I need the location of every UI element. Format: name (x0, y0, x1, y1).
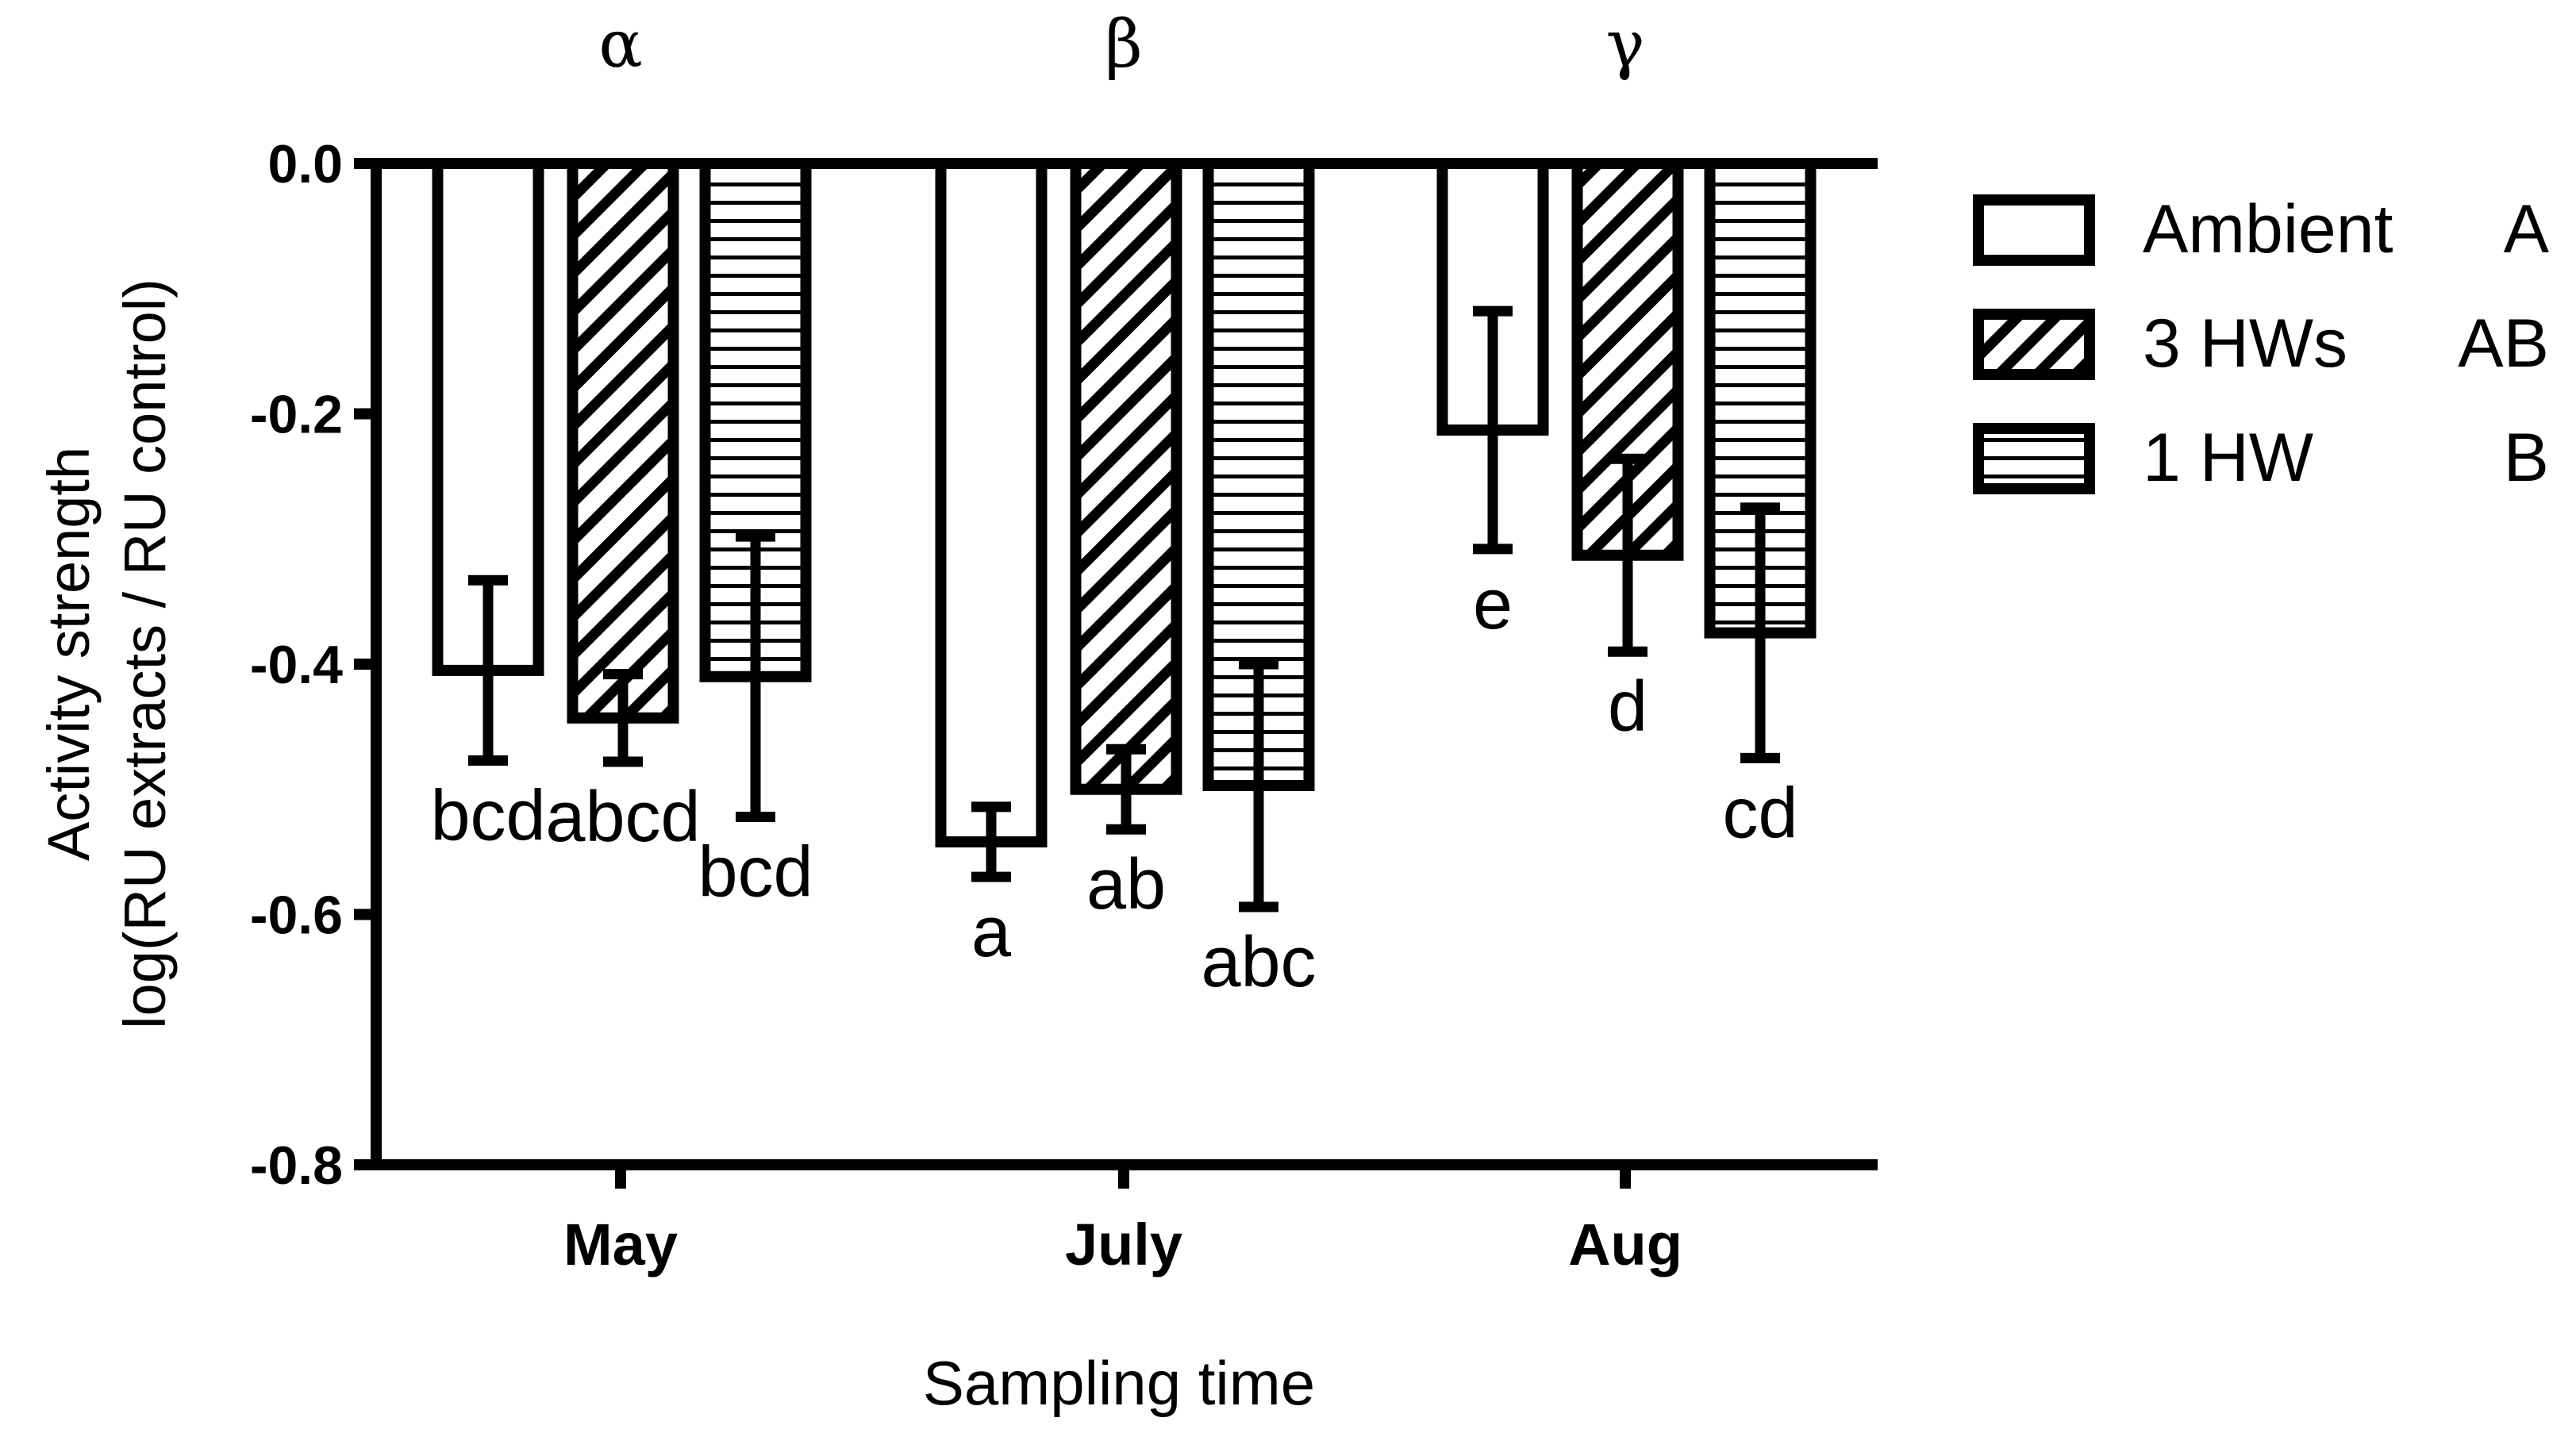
significance-letter: abc (1201, 923, 1316, 1002)
y-axis-title-line-1: Activity strength (36, 447, 102, 861)
legend-label: Ambient (2143, 191, 2393, 267)
legend-item: 3 HWs AB (1973, 305, 2549, 382)
legend-group-letter: B (2504, 420, 2549, 496)
significance-letter: e (1473, 565, 1513, 644)
bar-open-july (935, 158, 1048, 848)
legend-label: 1 HW (2143, 420, 2313, 496)
significance-letter: abcd (545, 778, 700, 857)
significance-letter: d (1608, 667, 1647, 747)
bar-diagonal-may (567, 158, 679, 724)
error-bar (1608, 453, 1647, 657)
bar-diagonal-july (1070, 158, 1182, 795)
legend-item: 1 HW B (1973, 420, 2549, 496)
y-tick-label: -0.6 (250, 886, 343, 946)
error-bar (971, 801, 1011, 882)
error-bar (1740, 502, 1780, 763)
significance-letter: bcd (698, 832, 813, 912)
legend-group-letter: A (2504, 191, 2550, 267)
group-label: γ (1605, 7, 1644, 83)
legend-item: Ambient A (1973, 191, 2550, 267)
legend-swatch (1973, 309, 2095, 380)
legend: Ambient A 3 HWs AB 1 HW B (1973, 191, 2550, 496)
y-tick-label: -0.2 (250, 385, 343, 445)
legend-group-letter: AB (2458, 305, 2549, 382)
y-axis-title-line-2: log(RU extracts / RU control) (112, 279, 178, 1029)
significance-letter: ab (1086, 845, 1166, 924)
y-axis-title: Activity strength log(RU extracts / RU c… (36, 279, 178, 1029)
error-bar (1239, 659, 1278, 912)
significance-letter: bcd (430, 776, 545, 855)
x-tick-label: Aug (1568, 1212, 1682, 1277)
error-bar (736, 531, 775, 822)
error-bar (468, 574, 508, 766)
group-label: α (598, 7, 642, 83)
error-bar (1473, 305, 1513, 555)
group-label: β (1105, 7, 1142, 83)
plot-area: bcd a e abcd ab d bcd abc cd 0.0 -0.2 -0.4 -0.6 -0.8 M… (250, 7, 1878, 1277)
significance-letter: a (971, 893, 1012, 972)
y-tick-label: 0.0 (267, 134, 343, 194)
error-bar (603, 669, 643, 767)
x-axis-title: Sampling time (923, 1348, 1315, 1418)
legend-swatch (1973, 423, 2095, 494)
error-bar (1106, 743, 1146, 835)
legend-swatch (1973, 194, 2095, 266)
significance-letter: cd (1722, 774, 1797, 853)
x-tick-label: May (563, 1212, 678, 1277)
y-tick-label: -0.4 (250, 635, 343, 695)
y-tick-label: -0.8 (250, 1135, 343, 1196)
x-tick-label: July (1065, 1212, 1182, 1277)
legend-label: 3 HWs (2143, 305, 2347, 382)
